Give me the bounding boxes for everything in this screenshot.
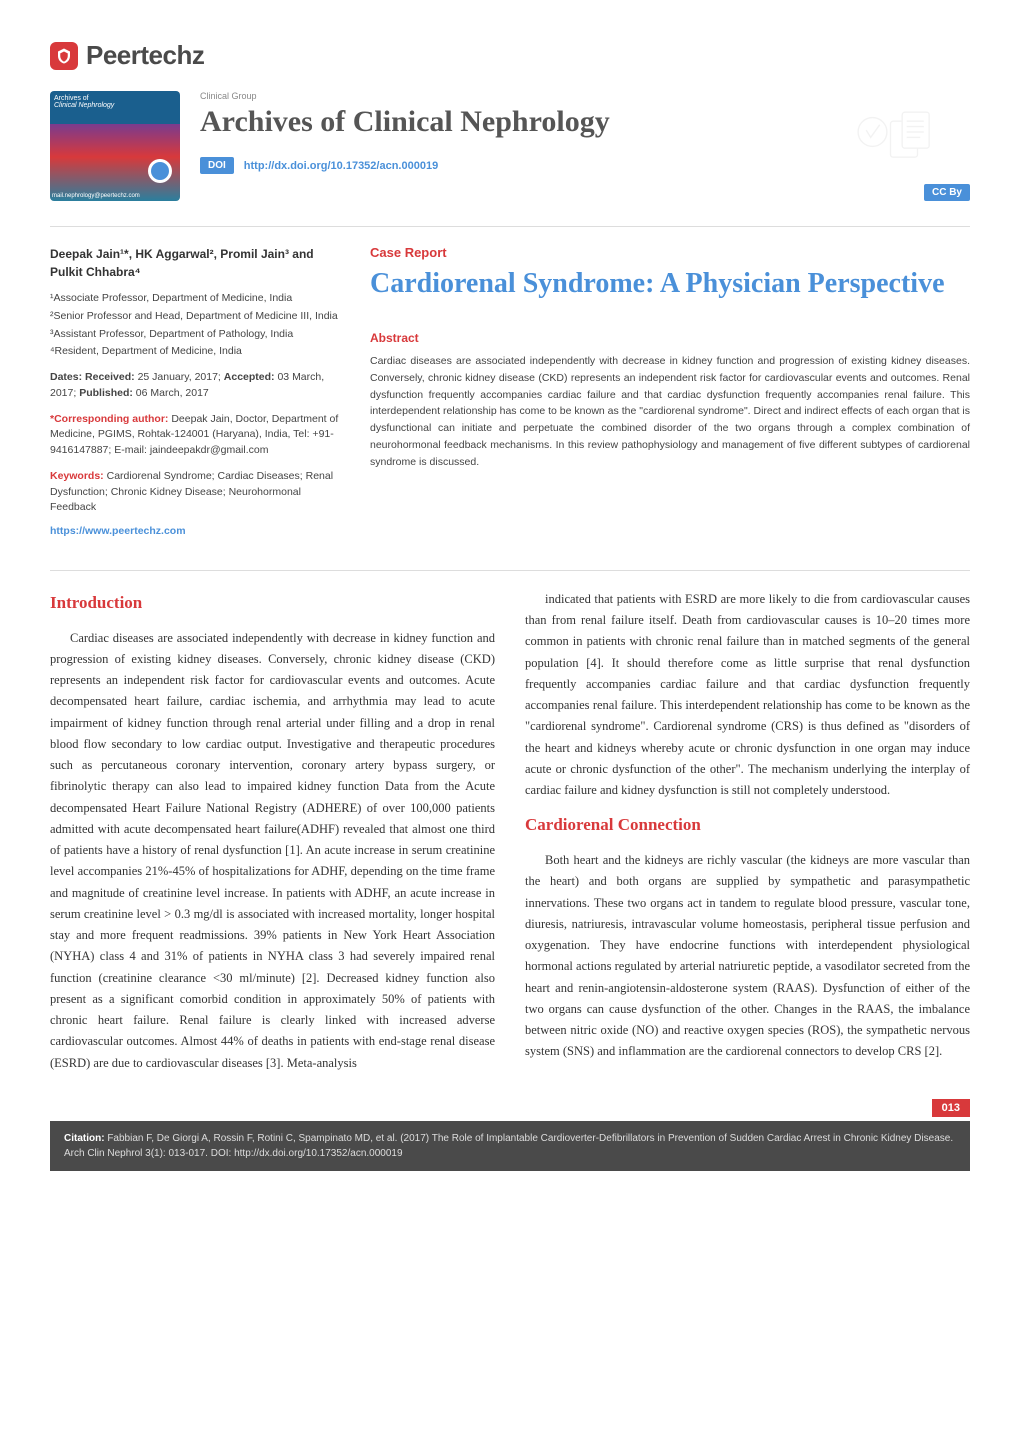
journal-cover-thumbnail: Archives of Clinical Nephrology mail.nep… [50,91,180,201]
affiliation-3: ³Assistant Professor, Department of Path… [50,327,340,343]
body-column-left: Introduction Cardiac diseases are associ… [50,589,495,1084]
introduction-heading: Introduction [50,589,495,618]
documents-decorative-icon [850,101,940,186]
citation-label: Citation: [64,1133,105,1144]
authors-list: Deepak Jain¹*, HK Aggarwal², Promil Jain… [50,245,340,281]
keywords: Keywords: Cardiorenal Syndrome; Cardiac … [50,469,340,516]
corr-label: *Corresponding author: [50,413,168,425]
abstract-heading: Abstract [370,331,970,345]
article-metadata-sidebar: Deepak Jain¹*, HK Aggarwal², Promil Jain… [50,245,340,540]
keywords-label: Keywords: [50,470,104,482]
cardiorenal-connection-paragraph: Both heart and the kidneys are richly va… [525,850,970,1063]
ccby-badge: CC By [924,184,970,201]
cover-badge-icon [148,159,172,183]
brand-name: Peertechz [86,40,204,71]
col2-continuation-paragraph: indicated that patients with ESRD are mo… [525,589,970,802]
citation-text: Fabbian F, De Giorgi A, Rossin F, Rotini… [64,1133,953,1159]
received-label: Received: [85,371,135,383]
cardiorenal-connection-heading: Cardiorenal Connection [525,811,970,840]
body-column-right: indicated that patients with ESRD are mo… [525,589,970,1084]
cover-email: mail.nephrology@peertechz.com [52,193,140,199]
affiliation-1: ¹Associate Professor, Department of Medi… [50,291,340,307]
doi-link[interactable]: http://dx.doi.org/10.17352/acn.000019 [244,160,438,172]
article-type: Case Report [370,245,970,260]
cover-title-line2: Clinical Nephrology [54,102,176,109]
publisher-site-link[interactable]: https://www.peertechz.com [50,524,340,540]
dates-label: Dates: [50,371,82,383]
article-body: Introduction Cardiac diseases are associ… [50,570,970,1084]
cover-title-line1: Archives of [54,95,176,102]
accepted-label: Accepted: [224,371,275,383]
article-title: Cardiorenal Syndrome: A Physician Perspe… [370,266,970,301]
journal-group: Clinical Group [200,91,970,101]
doi-badge: DOI [200,157,234,174]
received-date: 25 January, 2017; [138,371,221,383]
abstract-text: Cardiac diseases are associated independ… [370,353,970,471]
publication-dates: Dates: Received: 25 January, 2017; Accep… [50,370,340,402]
published-date: 06 March, 2017 [136,387,209,399]
page-number: 013 [932,1099,970,1117]
brand-icon [50,42,78,70]
brand-logo: Peertechz [50,40,970,71]
affiliation-4: ⁴Resident, Department of Medicine, India [50,344,340,360]
citation-footer: Citation: Fabbian F, De Giorgi A, Rossin… [50,1121,970,1171]
corresponding-author: *Corresponding author: Deepak Jain, Doct… [50,412,340,459]
affiliation-2: ²Senior Professor and Head, Department o… [50,309,340,325]
published-label: Published: [79,387,133,399]
introduction-paragraph: Cardiac diseases are associated independ… [50,628,495,1074]
